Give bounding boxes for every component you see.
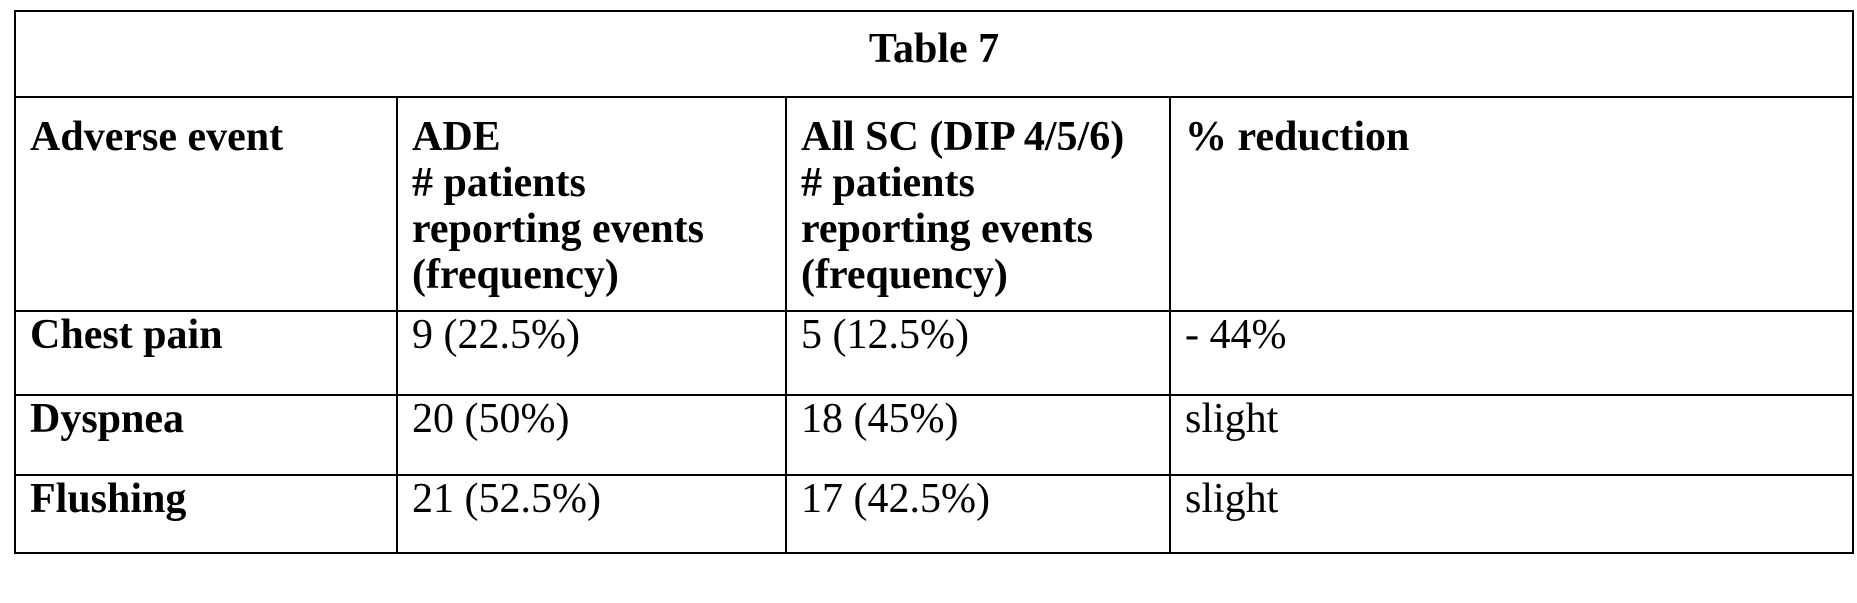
reduction-cell: slight bbox=[1170, 475, 1853, 553]
header-line: (frequency) bbox=[801, 252, 1169, 298]
caption-row: Table 7 bbox=[15, 11, 1853, 97]
header-line: # patients bbox=[801, 160, 1169, 206]
header-all-sc: All SC (DIP 4/5/6) # patients reporting … bbox=[786, 97, 1170, 311]
event-cell: Flushing bbox=[15, 475, 397, 553]
adverse-events-table: Table 7 Adverse event ADE # patients rep… bbox=[14, 10, 1854, 554]
header-line: % reduction bbox=[1185, 114, 1852, 160]
header-line: reporting events bbox=[801, 206, 1169, 252]
all-sc-cell: 17 (42.5%) bbox=[786, 475, 1170, 553]
header-line: Adverse event bbox=[30, 114, 396, 160]
header-line: (frequency) bbox=[412, 252, 785, 298]
header-row: Adverse event ADE # patients reporting e… bbox=[15, 97, 1853, 311]
ade-cell: 9 (22.5%) bbox=[397, 311, 786, 395]
all-sc-cell: 18 (45%) bbox=[786, 395, 1170, 475]
table-row: Flushing 21 (52.5%) 17 (42.5%) slight bbox=[15, 475, 1853, 553]
ade-cell: 21 (52.5%) bbox=[397, 475, 786, 553]
header-reduction: % reduction bbox=[1170, 97, 1853, 311]
ade-cell: 20 (50%) bbox=[397, 395, 786, 475]
all-sc-cell: 5 (12.5%) bbox=[786, 311, 1170, 395]
header-adverse-event: Adverse event bbox=[15, 97, 397, 311]
header-line: All SC (DIP 4/5/6) bbox=[801, 114, 1169, 160]
event-cell: Dyspnea bbox=[15, 395, 397, 475]
reduction-cell: - 44% bbox=[1170, 311, 1853, 395]
table-row: Chest pain 9 (22.5%) 5 (12.5%) - 44% bbox=[15, 311, 1853, 395]
header-line: # patients bbox=[412, 160, 785, 206]
header-ade: ADE # patients reporting events (frequen… bbox=[397, 97, 786, 311]
reduction-cell: slight bbox=[1170, 395, 1853, 475]
event-cell: Chest pain bbox=[15, 311, 397, 395]
table-caption: Table 7 bbox=[15, 11, 1853, 97]
header-line: ADE bbox=[412, 114, 785, 160]
table-row: Dyspnea 20 (50%) 18 (45%) slight bbox=[15, 395, 1853, 475]
header-line: reporting events bbox=[412, 206, 785, 252]
